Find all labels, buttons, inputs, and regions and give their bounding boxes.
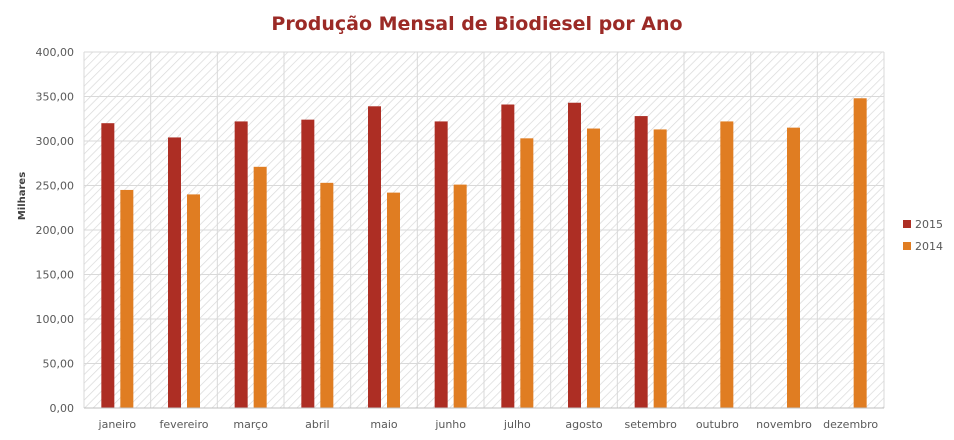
bar-2014-maio (387, 192, 400, 408)
bar-2015-março (234, 121, 248, 409)
y-tick-label: 100,00 (36, 313, 75, 326)
y-tick-label: 200,00 (36, 224, 75, 237)
x-axis-ticks: janeiro fevereiro março abril maio junho julho… (98, 418, 879, 431)
bar-2014-junho (453, 184, 467, 408)
chart-title: Produção Mensal de Biodiesel por Ano (271, 13, 682, 35)
bar-2015-fevereiro (168, 137, 181, 408)
y-tick-label: 300,00 (36, 135, 75, 148)
legend-swatch-2015 (903, 220, 911, 228)
x-tick-label: outubro (696, 418, 739, 431)
bar-2014-agosto (587, 128, 600, 409)
y-axis-label: Milhares (17, 172, 28, 220)
y-tick-label: 400,00 (36, 46, 75, 59)
bar-2015-maio (368, 106, 381, 408)
legend-label: 2014 (915, 240, 943, 253)
x-tick-label: maio (370, 418, 398, 431)
x-tick-label: dezembro (823, 418, 878, 431)
x-tick-label: novembro (756, 418, 812, 431)
y-tick-label: 0,00 (50, 402, 75, 415)
bar-2014-setembro (653, 129, 667, 408)
y-axis-ticks: 0,00 50,00 100,00 150,00 200,00 250,00 300,00 3… (36, 46, 75, 415)
bar-2015-abril (301, 119, 315, 408)
gridlines (83, 51, 885, 408)
x-tick-label: fevereiro (159, 418, 208, 431)
legend: 2015 2014 (903, 218, 943, 253)
bar-2014-dezembro (853, 98, 867, 408)
bar-2014-novembro (787, 127, 800, 409)
bar-2015-junho (434, 121, 448, 409)
x-tick-label: junho (434, 418, 466, 431)
bar-2014-janeiro (120, 189, 134, 408)
x-tick-label: julho (503, 418, 531, 431)
bar-2015-setembro (634, 116, 648, 408)
bar-2015-janeiro (101, 123, 115, 408)
y-tick-label: 350,00 (36, 91, 75, 104)
y-tick-label: 50,00 (43, 358, 75, 371)
y-tick-label: 150,00 (36, 269, 75, 282)
x-tick-label: agosto (565, 418, 602, 431)
bar-2014-março (253, 166, 267, 408)
bar-2015-agosto (568, 102, 581, 408)
legend-label: 2015 (915, 218, 943, 231)
bar-2014-abril (320, 182, 334, 408)
bar-2014-fevereiro (187, 194, 200, 408)
bar-2014-julho (520, 138, 534, 408)
x-tick-label: setembro (625, 418, 678, 431)
bar-2014-outubro (720, 121, 734, 409)
legend-swatch-2014 (903, 242, 911, 250)
bar-2015-julho (501, 104, 515, 408)
y-tick-label: 250,00 (36, 180, 75, 193)
x-tick-label: janeiro (98, 418, 137, 431)
x-tick-label: abril (305, 418, 329, 431)
x-tick-label: março (233, 418, 268, 431)
bars (101, 98, 867, 409)
